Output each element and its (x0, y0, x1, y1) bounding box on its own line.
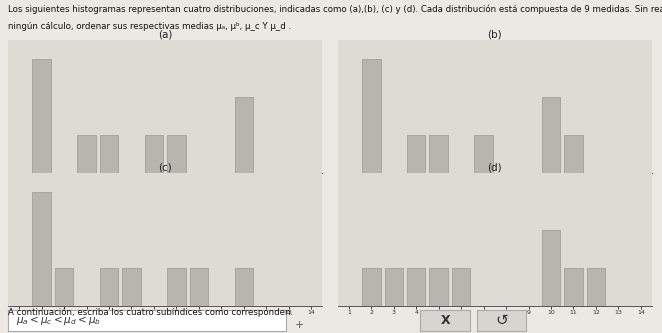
Bar (407, 268, 426, 306)
Bar (362, 59, 381, 173)
Bar (407, 135, 426, 173)
Title: (b): (b) (487, 29, 502, 39)
Bar (77, 135, 96, 173)
Bar (32, 59, 51, 173)
Bar (385, 268, 403, 306)
Bar (234, 268, 253, 306)
Bar (167, 135, 185, 173)
Text: ↺: ↺ (495, 313, 508, 328)
Title: (a): (a) (158, 29, 172, 39)
Text: $\mu_a < \mu_c < \mu_d < \mu_b$: $\mu_a < \mu_c < \mu_d < \mu_b$ (17, 314, 101, 327)
Bar (167, 268, 185, 306)
Title: (d): (d) (487, 163, 502, 172)
Bar (430, 135, 448, 173)
Bar (55, 268, 73, 306)
Text: X: X (440, 314, 450, 327)
Bar (362, 268, 381, 306)
Bar (100, 268, 118, 306)
Bar (145, 135, 163, 173)
Text: Los siguientes histogramas representan cuatro distribuciones, indicadas como (a): Los siguientes histogramas representan c… (8, 5, 662, 15)
Bar (234, 97, 253, 173)
Text: ningún cálculo, ordenar sus respectivas medias μₐ, μᵇ, μ_c Y μ_d .: ningún cálculo, ordenar sus respectivas … (8, 22, 291, 31)
Bar (122, 268, 141, 306)
Bar (564, 135, 583, 173)
Bar (452, 268, 471, 306)
Bar (475, 135, 493, 173)
Bar (430, 268, 448, 306)
Bar (100, 135, 118, 173)
Bar (587, 268, 605, 306)
Bar (564, 268, 583, 306)
Bar (32, 192, 51, 306)
Title: (c): (c) (158, 163, 172, 172)
Bar (542, 97, 560, 173)
Text: A continuación, escriba los cuatro subíndices como corresponden.: A continuación, escriba los cuatro subín… (8, 308, 293, 317)
Text: +: + (295, 320, 305, 330)
Bar (189, 268, 208, 306)
Bar (542, 230, 560, 306)
